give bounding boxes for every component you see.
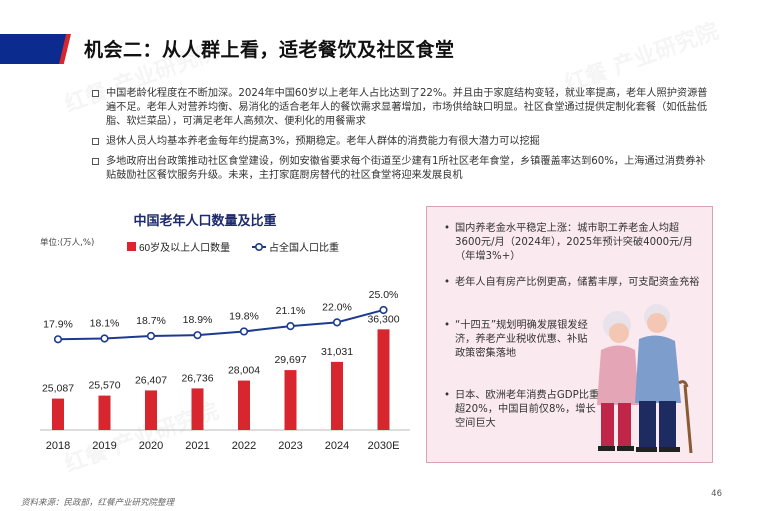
bar-data-label: 26,407 <box>135 374 167 386</box>
bullet-item: 退休人员人均基本养老金每年约提高3%，预期稳定。老年人群体的消费能力有很大潜力可… <box>92 135 710 149</box>
bar-data-label: 26,736 <box>181 372 213 384</box>
elderly-couple-illustration <box>597 304 693 454</box>
line-data-label: 18.1% <box>90 317 120 329</box>
bar-data-label: 29,697 <box>274 354 306 366</box>
woman-shoe-right <box>617 446 634 451</box>
bar-data-label: 36,300 <box>367 313 399 325</box>
x-tick-label: 2024 <box>325 440 349 452</box>
line-data-label: 19.8% <box>229 310 259 322</box>
woman-leg-left <box>601 403 614 447</box>
legend-bar-swatch <box>127 242 136 251</box>
bar-data-label: 25,087 <box>42 383 74 395</box>
x-tick-label: 2030E <box>368 440 400 452</box>
bullet-text: 多地政府出台政策推动社区食堂建设，例如安徽省要求每个街道至少建有1所社区老年食堂… <box>106 156 706 181</box>
x-tick-label: 2022 <box>232 440 256 452</box>
bar <box>238 380 250 430</box>
bullet-list: 中国老龄化程度在不断加深。2024年中国60岁以上老年人占比达到了22%。并且由… <box>92 87 710 189</box>
woman-leg-right <box>618 403 631 447</box>
line-data-label: 25.0% <box>369 289 399 301</box>
line-point <box>379 305 388 315</box>
legend-bar-label: 60岁及以上人口数量 <box>139 241 230 254</box>
woman-shoe-left <box>598 446 615 451</box>
line-point <box>100 334 109 343</box>
bullet-text: 中国老龄化程度在不断加深。2024年中国60岁以上老年人占比达到了22%。并且由… <box>106 88 708 127</box>
info-box: 国内养老金水平稳定上涨：城市职工养老金人均超3600元/月（2024年），202… <box>426 206 713 463</box>
bar <box>145 390 157 430</box>
page-title: 机会二：从人群上看，适老餐饮及社区食堂 <box>84 39 455 61</box>
info-item: 国内养老金水平稳定上涨：城市职工养老金人均超3600元/月（2024年），202… <box>444 222 700 264</box>
chart-unit-label: 单位:(万人,%) <box>40 238 95 248</box>
chart-canvas: 60岁及以上人口数量 占全国人口比重 25,087 2018 25,570 2019 26,… <box>40 241 410 452</box>
line-point <box>146 331 156 341</box>
line-data-label: 18.9% <box>183 314 213 326</box>
bar <box>331 361 343 430</box>
bar-data-label: 25,570 <box>88 380 120 392</box>
bar <box>284 370 297 430</box>
woman-top <box>597 345 639 405</box>
line-point <box>53 335 63 344</box>
info-item: 老年人自有房产比例更高，储蓄丰厚，可支配资金充裕 <box>444 276 700 290</box>
man-leg-left <box>639 401 656 449</box>
walking-cane <box>683 384 693 454</box>
bullet-square-icon <box>92 158 99 165</box>
walking-cane-handle <box>678 380 689 388</box>
line-data-label: 18.7% <box>136 315 166 327</box>
x-tick-label: 2023 <box>278 440 302 452</box>
line-point <box>239 327 249 336</box>
woman-face <box>609 323 629 343</box>
man-shoe-left <box>636 447 657 452</box>
line-data-label: 21.1% <box>276 305 306 317</box>
info-item: “十四五”规划明确发展银发经济，养老产业税收优惠、补贴政策密集落地 <box>444 319 590 361</box>
bullet-item: 多地政府出台政策推动社区食堂建设，例如安徽省要求每个街道至少建有1所社区老年食堂… <box>92 155 710 183</box>
bar-data-label: 31,031 <box>321 346 353 358</box>
x-tick-label: 2019 <box>92 440 116 452</box>
man-leg-right <box>659 401 676 449</box>
series-line <box>57 309 384 341</box>
legend-line-marker <box>255 243 264 252</box>
bullet-square-icon <box>92 138 99 145</box>
chart-title: 中国老年人口数量及比重 <box>133 214 277 229</box>
man-shirt <box>635 335 681 403</box>
x-tick-label: 2018 <box>46 440 70 452</box>
source-note: 资料来源：民政部，红餐产业研究院整理 <box>21 498 175 508</box>
header-accent-bar <box>0 34 68 64</box>
info-item: 日本、欧洲老年消费占GDP比重超20%，中国目前仅8%，增长空间巨大 <box>444 389 600 431</box>
bullet-item: 中国老龄化程度在不断加深。2024年中国60岁以上老年人占比达到了22%。并且由… <box>92 87 710 129</box>
bullet-square-icon <box>92 90 99 97</box>
line-point <box>193 331 202 340</box>
bar <box>377 329 390 430</box>
x-tick-label: 2021 <box>185 440 209 452</box>
legend-line-label: 占全国人口比重 <box>269 241 339 254</box>
x-tick-label: 2020 <box>139 440 163 452</box>
line-point <box>286 321 295 331</box>
bar <box>52 398 64 430</box>
line-point <box>332 318 342 327</box>
watermark: 红餐 产业研究院 <box>559 13 722 98</box>
bullet-text: 退休人员人均基本养老金每年约提高3%，预期稳定。老年人群体的消费能力有很大潜力可… <box>106 136 540 147</box>
bar <box>191 388 204 430</box>
page-number: 46 <box>711 489 722 499</box>
bar-data-label: 28,004 <box>228 365 260 377</box>
man-shoe-right <box>659 447 680 452</box>
line-data-label: 17.9% <box>43 318 73 330</box>
bar <box>98 395 111 430</box>
line-data-label: 22.0% <box>322 301 352 313</box>
man-face <box>647 313 667 333</box>
